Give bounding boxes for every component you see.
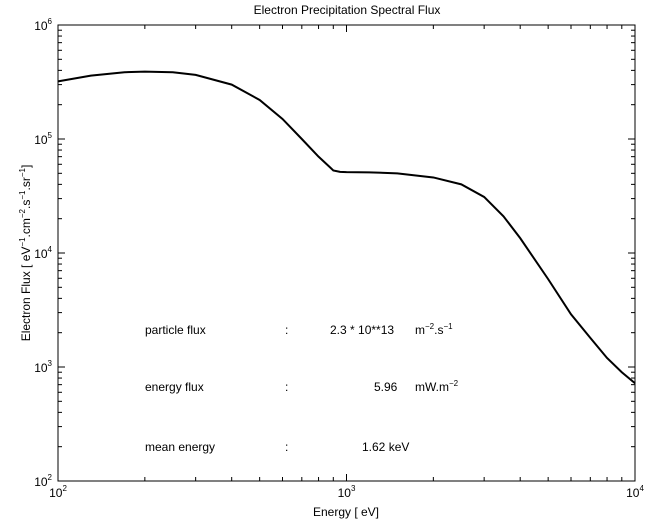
particle-flux-sep: : [285,323,288,337]
y-tick-label: 103 [34,359,52,375]
mean-energy-sep: : [285,440,288,454]
y-tick-label: 106 [34,17,52,33]
mean-energy-label: mean energy [145,440,215,454]
x-tick-label: 103 [338,484,356,500]
y-tick-label: 102 [34,473,52,489]
energy-flux-value: 5.96 [374,380,398,394]
x-tick-label: 102 [49,484,67,500]
x-tick-label: 104 [626,484,644,500]
energy-flux-label: energy flux [145,380,204,394]
energy-flux-unit: mW.m−2 [415,379,459,394]
x-axis-label: Energy [ eV] [313,505,379,519]
particle-flux-unit: m−2.s−1 [415,322,453,337]
particle-flux-value: 2.3 * 10**13 [330,323,394,337]
chart-title: Electron Precipitation Spectral Flux [254,3,441,17]
plot-area-frame [57,24,636,482]
y-tick-label: 104 [34,245,52,261]
y-tick-label: 105 [34,131,52,147]
flux-curve [57,70,636,385]
energy-flux-sep: : [285,380,288,394]
mean-energy-value: 1.62 keV [362,440,409,454]
particle-flux-label: particle flux [145,323,206,337]
y-axis-label: Electron Flux [ eV−1.cm−2.s−1.sr−1] [18,165,33,342]
